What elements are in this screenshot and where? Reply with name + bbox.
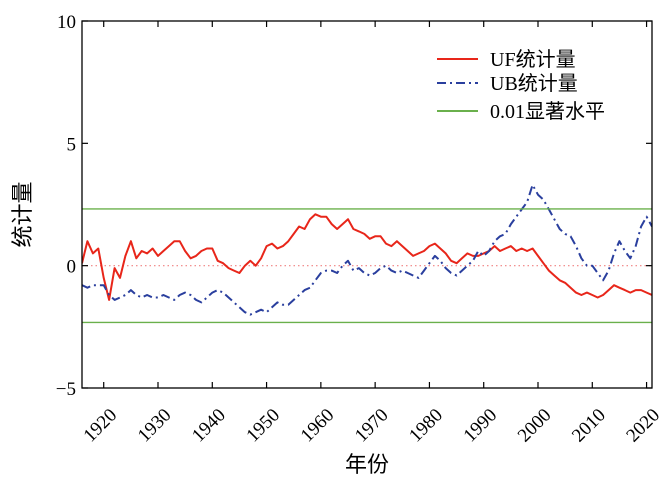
legend-label: UF统计量 — [490, 48, 576, 71]
x-tick-label: 2000 — [514, 405, 556, 447]
y-tick-label: −5 — [56, 379, 76, 400]
x-tick-label: 2010 — [568, 405, 610, 447]
y-tick-label: 5 — [67, 134, 77, 155]
x-tick-label: 1990 — [460, 405, 502, 447]
x-tick-label: 1920 — [80, 405, 122, 447]
x-tick-label: 1950 — [242, 405, 284, 447]
x-tick-label: 1960 — [297, 405, 339, 447]
x-tick-label: 1970 — [351, 405, 393, 447]
plot-frame — [81, 20, 653, 389]
x-tick-label: 1980 — [405, 405, 447, 447]
series-line-ub — [82, 183, 652, 316]
y-tick-label: 0 — [67, 257, 77, 278]
x-tick-label: 1930 — [134, 405, 176, 447]
x-tick-label: 1940 — [188, 405, 230, 447]
series-line-uf — [82, 213, 652, 301]
plot-area — [82, 183, 652, 324]
x-axis-title: 年份 — [345, 453, 389, 478]
x-tick-label: 2020 — [622, 405, 664, 447]
legend-label: 0.01显著水平 — [490, 100, 605, 123]
y-axis-title: 统计量 — [11, 181, 36, 247]
legend-label: UB统计量 — [490, 72, 578, 95]
y-tick-label: 10 — [57, 12, 76, 33]
